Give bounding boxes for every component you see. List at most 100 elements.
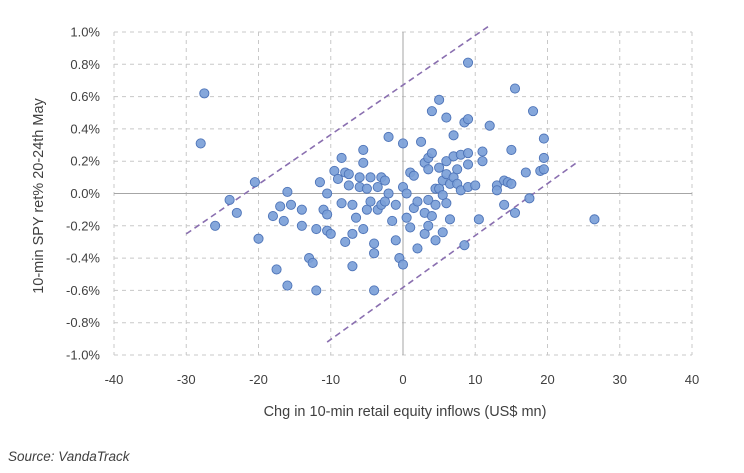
data-point (343, 169, 354, 180)
data-point (372, 181, 383, 193)
data-point (437, 227, 448, 238)
data-point (506, 178, 517, 189)
data-point (397, 259, 409, 270)
data-point (506, 144, 517, 155)
data-point (401, 188, 412, 199)
data-point (231, 207, 242, 218)
data-point (509, 83, 521, 94)
data-point (434, 94, 445, 105)
data-point (452, 164, 463, 175)
x-tick-label: 40 (685, 372, 699, 387)
data-point (462, 159, 474, 170)
y-tick-label: -0.2% (66, 218, 100, 233)
data-point (499, 199, 510, 210)
data-point (285, 199, 297, 210)
data-point (340, 236, 351, 247)
data-point (423, 194, 434, 206)
data-point (412, 243, 423, 254)
y-tick-label: -1.0% (66, 348, 100, 363)
data-point (358, 144, 369, 155)
data-points (195, 57, 600, 296)
x-tick-label: 0 (399, 372, 406, 387)
data-point (441, 112, 452, 123)
data-point (462, 114, 474, 125)
y-tick-label: 0.6% (70, 89, 100, 104)
data-point (412, 196, 423, 207)
data-point (224, 194, 235, 206)
data-point (430, 235, 441, 246)
data-point (361, 183, 372, 194)
data-point (387, 215, 398, 227)
y-tick-label: 0.0% (70, 186, 100, 201)
data-point (325, 228, 336, 239)
data-point (282, 186, 293, 197)
data-point (322, 209, 333, 220)
data-point (408, 170, 419, 181)
data-point (369, 248, 380, 259)
data-point (379, 175, 390, 186)
data-point (267, 211, 279, 222)
data-point (311, 223, 322, 235)
data-point (448, 130, 459, 141)
x-axis-title: Chg in 10-min retail equity inflows (US$… (264, 404, 547, 420)
data-point (430, 199, 441, 210)
x-tick-label: -40 (105, 372, 124, 387)
data-point (253, 233, 264, 244)
data-point (444, 214, 456, 225)
data-point (491, 185, 502, 196)
data-point (426, 148, 437, 159)
x-tick-label: -30 (177, 372, 196, 387)
x-tick-label: 10 (468, 372, 482, 387)
data-point (484, 120, 495, 131)
data-point (459, 240, 470, 251)
data-point (275, 201, 286, 212)
data-point (426, 106, 437, 117)
data-point (538, 133, 549, 144)
y-tick-label: -0.4% (66, 251, 100, 266)
data-point (401, 212, 412, 223)
data-point (383, 131, 394, 143)
y-tick-label: 0.2% (70, 154, 100, 169)
upper-bound-line (185, 24, 491, 235)
data-point (423, 220, 434, 231)
data-point (434, 162, 445, 173)
data-point (311, 285, 322, 296)
data-point (397, 138, 409, 149)
data-point (509, 207, 521, 218)
data-point (358, 157, 369, 168)
data-point (520, 167, 531, 178)
x-tick-label: -20 (249, 372, 268, 387)
y-tick-label: -0.6% (66, 283, 100, 298)
y-tick-label: 1.0% (70, 25, 100, 40)
data-point (271, 264, 282, 275)
data-point (347, 199, 358, 210)
x-tick-label: -10 (321, 372, 340, 387)
data-point (538, 164, 549, 175)
data-point (589, 214, 600, 225)
data-point (282, 280, 293, 291)
data-point (210, 220, 221, 231)
data-point (347, 228, 358, 239)
y-tick-label: 0.4% (70, 121, 100, 136)
data-point (470, 180, 481, 191)
data-point (528, 106, 539, 117)
data-point (524, 193, 535, 204)
data-point (477, 156, 488, 167)
y-tick-labels: -1.0% -0.8% -0.6% -0.4% -0.2% 0.0% 0.2% 0.4% 0.6… (66, 25, 100, 363)
data-point (347, 261, 358, 272)
data-point (278, 215, 289, 227)
data-point (249, 177, 260, 188)
data-point (199, 88, 210, 99)
data-point (336, 198, 347, 209)
x-tick-labels: -40 -30 -20 -10 0 10 20 30 40 (105, 372, 700, 387)
x-tick-label: 20 (540, 372, 554, 387)
data-point (441, 198, 452, 209)
y-tick-label: -0.8% (66, 315, 100, 330)
data-point (365, 172, 376, 183)
data-point (423, 164, 434, 175)
data-point (369, 238, 380, 249)
x-tick-label: 30 (613, 372, 627, 387)
data-point (350, 212, 362, 223)
data-point (336, 152, 347, 164)
data-point (462, 148, 474, 159)
